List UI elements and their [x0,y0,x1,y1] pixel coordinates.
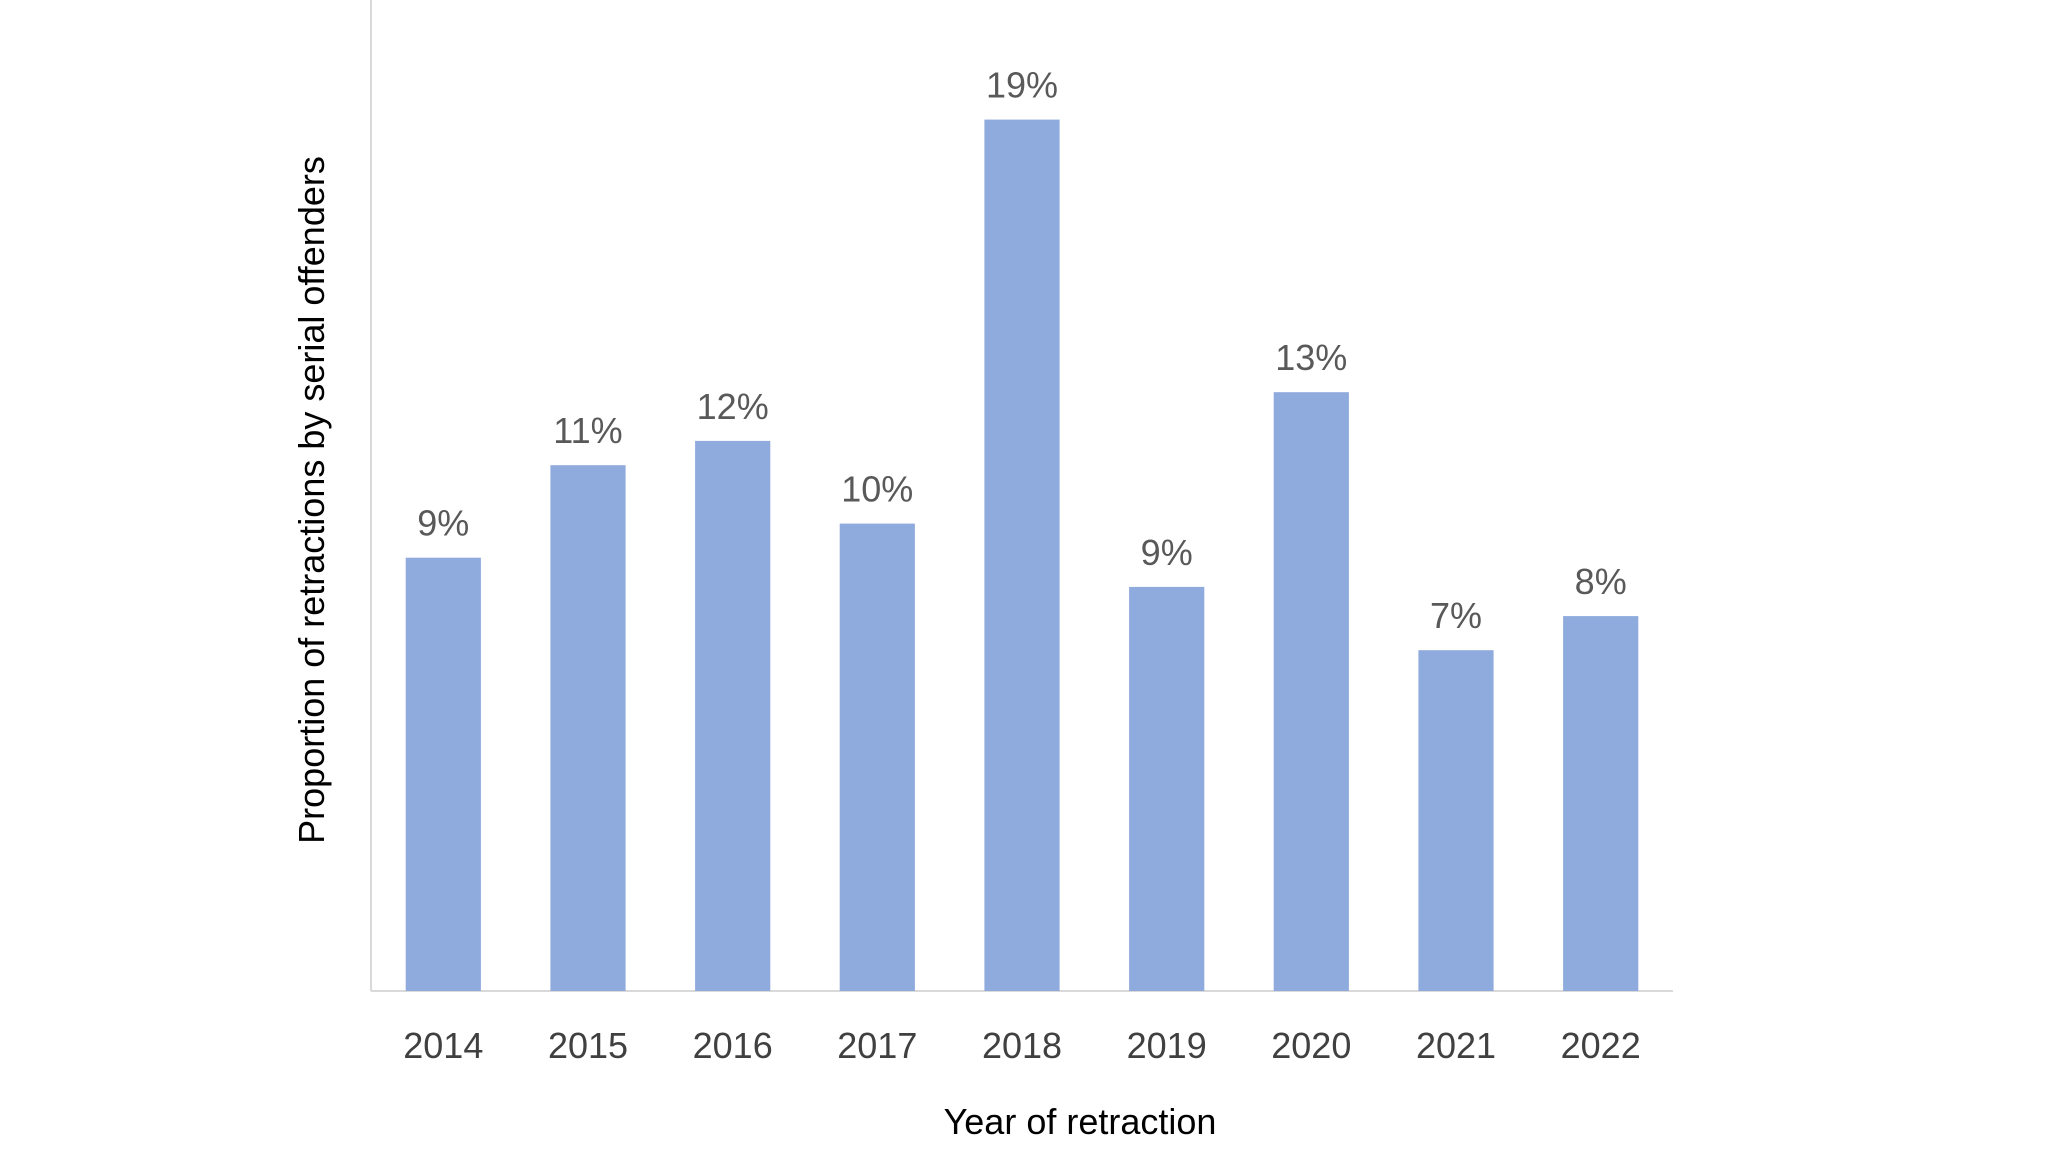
bar-2017 [839,523,915,991]
value-label-2020: 13% [1275,337,1347,378]
x-tick-label-2021: 2021 [1416,1025,1496,1066]
value-label-2018: 19% [986,65,1058,106]
bar-2022 [1563,616,1639,991]
x-tick-label-2015: 2015 [548,1025,628,1066]
x-tick-label-2017: 2017 [837,1025,917,1066]
value-label-2017: 10% [841,469,913,510]
y-axis-title: Proportion of retractions by serial offe… [291,156,332,844]
value-label-2016: 12% [697,386,769,427]
bar-2020 [1273,392,1349,991]
bar-2018 [984,119,1060,992]
value-labels-group: 9% 11% 12% 10% 19% 9% 13% 7% 8% [417,65,1626,637]
bar-2016 [695,440,771,991]
x-tick-labels-group: 2014 2015 2016 2017 2018 2019 2020 2021 2022 [403,1025,1640,1066]
x-tick-label-2022: 2022 [1561,1025,1641,1066]
value-label-2015: 11% [553,410,622,451]
x-axis-title: Year of retraction [944,1101,1217,1142]
x-tick-label-2016: 2016 [693,1025,773,1066]
bars-group [405,119,1639,992]
bar-2019 [1129,586,1205,991]
value-label-2022: 8% [1575,561,1627,602]
bar-2015 [550,465,626,991]
x-tick-label-2014: 2014 [403,1025,483,1066]
x-tick-label-2019: 2019 [1127,1025,1207,1066]
value-label-2019: 9% [1141,532,1193,573]
value-label-2014: 9% [417,503,469,544]
bar-2021 [1418,650,1494,991]
value-label-2021: 7% [1430,595,1482,636]
x-tick-label-2018: 2018 [982,1025,1062,1066]
bar-2014 [405,557,481,991]
x-tick-label-2020: 2020 [1271,1025,1351,1066]
